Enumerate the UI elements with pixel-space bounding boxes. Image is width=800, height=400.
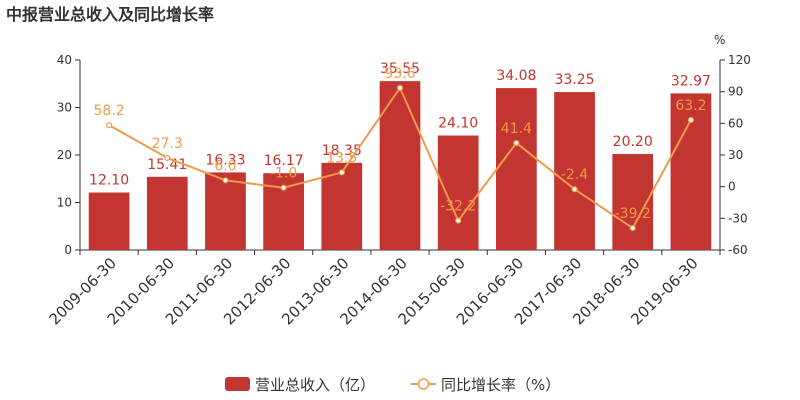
bar xyxy=(554,92,595,250)
left-tick-label: 30 xyxy=(57,101,72,115)
growth-data-label: 6.0 xyxy=(214,158,236,174)
bars xyxy=(88,81,712,251)
growth-data-label: 93.6 xyxy=(384,66,415,82)
x-tick-labels: 2009-06-302010-06-302011-06-302012-06-30… xyxy=(46,254,702,328)
bar xyxy=(437,135,479,250)
growth-data-label: -39.2 xyxy=(615,206,651,222)
right-tick-label: 30 xyxy=(728,148,743,162)
bar-data-label: 34.08 xyxy=(496,68,536,84)
growth-data-label: -32.2 xyxy=(440,199,476,215)
legend-bar-label: 营业总收入（亿） xyxy=(255,376,375,394)
legend-bar-swatch xyxy=(225,377,250,391)
growth-point xyxy=(105,122,113,129)
legend-line-label: 同比增长率（%） xyxy=(441,376,560,394)
bar-data-label: 12.10 xyxy=(89,173,129,189)
right-tick-label: -30 xyxy=(728,211,748,225)
bar-data-label: 16.17 xyxy=(264,153,304,169)
growth-point xyxy=(571,186,578,193)
growth-point xyxy=(629,224,636,232)
bar-data-label: 18.35 xyxy=(322,143,362,159)
growth-point xyxy=(687,116,695,124)
bar-data-label: 16.33 xyxy=(205,152,245,168)
legend-line-marker xyxy=(417,378,430,390)
bar xyxy=(379,81,421,250)
right-tick-label: -60 xyxy=(728,243,748,257)
legend[interactable]: 营业总收入（亿） 同比增长率（%） xyxy=(225,376,560,394)
growth-point xyxy=(222,177,229,184)
bar xyxy=(321,162,363,250)
growth-point xyxy=(338,169,345,176)
growth-point xyxy=(513,139,520,147)
bar-data-label: 24.10 xyxy=(438,116,478,132)
growth-data-label: 58.2 xyxy=(94,103,125,119)
bar-data-label: 20.20 xyxy=(613,134,653,150)
left-tick-label: 0 xyxy=(64,243,72,257)
growth-point xyxy=(280,184,287,191)
bar xyxy=(88,192,130,250)
growth-data-label: 41.4 xyxy=(501,121,532,137)
bar-data-label: 33.25 xyxy=(554,72,594,88)
bar xyxy=(205,172,246,250)
growth-data-label: 27.3 xyxy=(152,136,183,152)
right-axis-unit: % xyxy=(714,33,725,47)
growth-data-label: 13.5 xyxy=(326,150,357,166)
right-tick-label: 120 xyxy=(728,53,751,67)
right-tick-label: 90 xyxy=(728,85,743,99)
growth-data-label: -1.0 xyxy=(270,166,297,182)
right-tick-label: 0 xyxy=(728,180,736,194)
left-tick-label: 20 xyxy=(57,148,72,162)
left-tick-label: 10 xyxy=(57,196,72,210)
growth-data-label: -2.4 xyxy=(561,167,588,183)
bar xyxy=(496,88,537,251)
bar xyxy=(146,176,188,250)
growth-point xyxy=(396,84,404,91)
bar-data-label: 35.55 xyxy=(380,61,420,77)
chart-title: 中报营业总收入及同比增长率 xyxy=(6,5,214,24)
growth-point xyxy=(455,217,462,224)
growth-line-layer: 58.2 27.3 6.0 -1.0 13.5 93.6 -32.2 41.4 -2.4 -39.… xyxy=(94,66,706,232)
growth-data-label: 63.2 xyxy=(675,98,706,114)
left-tick-label: 40 xyxy=(57,53,72,67)
growth-point xyxy=(164,154,171,161)
right-tick-label: 60 xyxy=(728,116,743,130)
bar-data-label: 32.97 xyxy=(671,73,711,89)
